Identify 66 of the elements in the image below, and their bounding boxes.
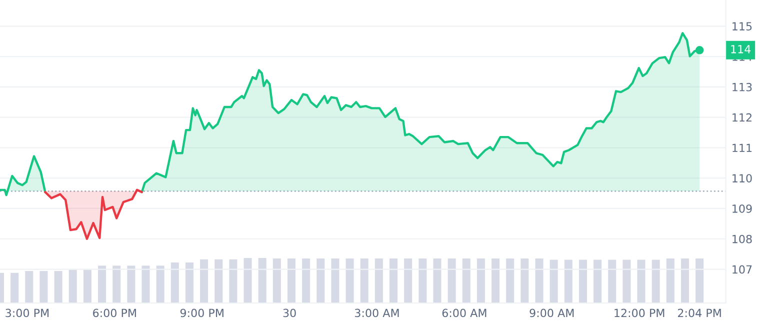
bar <box>390 258 398 303</box>
bar <box>229 259 238 303</box>
bar <box>594 260 602 303</box>
bar <box>302 258 310 303</box>
y-tick-label: 113 <box>732 82 752 92</box>
bar <box>622 260 631 303</box>
x-tick-label: 3:00 PM <box>6 308 49 318</box>
bar <box>564 260 572 303</box>
bar <box>374 258 383 303</box>
x-tick-label: 6:00 PM <box>93 308 136 318</box>
y-tick-label: 109 <box>732 204 752 213</box>
bar <box>244 258 252 303</box>
bar <box>331 258 340 303</box>
bar <box>40 271 48 303</box>
bar <box>68 270 77 303</box>
bar <box>433 258 442 303</box>
bar <box>578 260 587 303</box>
bar <box>652 260 660 303</box>
bar <box>272 258 281 303</box>
bar <box>418 258 427 303</box>
x-tick-label: 30 <box>283 308 296 318</box>
bar <box>214 259 223 303</box>
bar <box>10 272 19 303</box>
x-tick-label: 3:00 AM <box>355 308 399 318</box>
bar <box>506 258 514 303</box>
bar <box>200 259 208 303</box>
bar <box>112 266 121 303</box>
x-tick-label: 9:00 AM <box>530 308 574 318</box>
bar <box>550 260 558 303</box>
bar <box>127 266 136 303</box>
y-tick-label: 111 <box>732 144 752 152</box>
bar <box>492 258 500 303</box>
x-tick-label: 2:04 PM <box>678 308 721 318</box>
bar <box>25 271 34 303</box>
bar <box>142 266 150 303</box>
y-tick-label: 108 <box>732 234 752 244</box>
bar <box>637 260 646 303</box>
bar <box>98 266 106 303</box>
bar <box>680 258 689 303</box>
bar <box>696 258 704 303</box>
bar <box>520 258 529 303</box>
bar <box>476 258 485 303</box>
y-tick-label: 115 <box>732 22 752 31</box>
bar <box>316 258 325 303</box>
bar <box>287 258 296 303</box>
y-tick-label: 107 <box>732 265 752 274</box>
y-tick-label: 110 <box>732 174 752 182</box>
annotation: 114 <box>731 45 751 54</box>
y-tick-label: 112 <box>732 113 752 122</box>
bar <box>462 258 470 303</box>
bar <box>258 258 266 303</box>
bar <box>608 260 616 303</box>
bar <box>170 262 179 303</box>
bar <box>360 258 368 303</box>
bar <box>54 271 62 303</box>
bar <box>346 258 354 303</box>
bar <box>156 266 164 303</box>
x-tick-label: 12:00 PM <box>614 308 664 318</box>
bar <box>448 258 456 303</box>
bar <box>666 258 674 303</box>
bar <box>83 270 92 303</box>
bar <box>185 262 194 303</box>
bar <box>535 258 544 303</box>
x-tick-label: 9:00 PM <box>180 308 224 318</box>
x-tick-label: 6:00 AM <box>442 308 486 318</box>
bar <box>404 258 412 303</box>
